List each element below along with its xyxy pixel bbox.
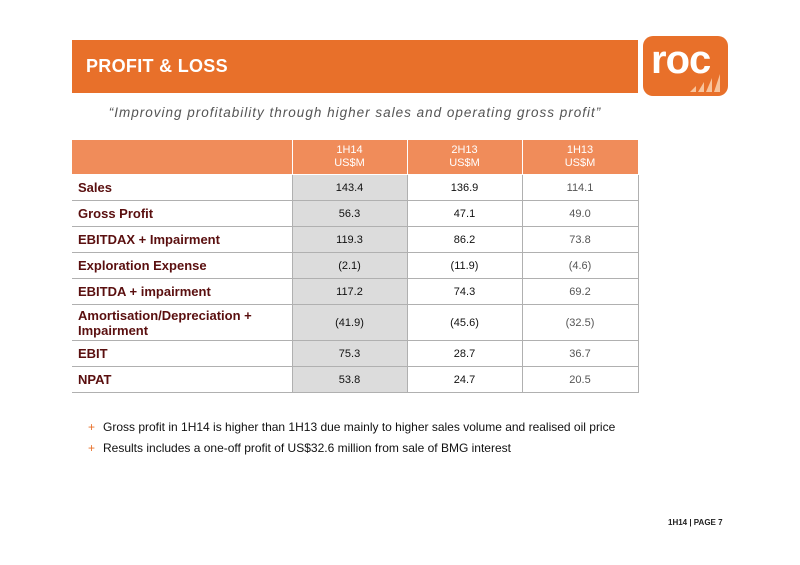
cell-value: (11.9) (406, 252, 523, 279)
bullet-item: + Results includes a one-off profit of U… (88, 437, 615, 458)
cell-value: 74.3 (406, 278, 523, 305)
cell-value: 36.7 (521, 340, 639, 367)
bullet-plus-marker: + (88, 440, 96, 455)
logo-text: roc (651, 38, 711, 82)
bullet-text: Gross profit in 1H14 is higher than 1H13… (103, 419, 616, 434)
header-cell-blank (72, 139, 293, 175)
cell-value: 86.2 (406, 226, 523, 253)
table-row: Sales 143.4 136.9 114.1 (72, 174, 639, 201)
column-header: 2H13 US$M (406, 139, 523, 175)
column-header: 1H14 US$M (291, 139, 408, 175)
cell-value: (2.1) (291, 252, 408, 279)
row-label: NPAT (72, 366, 293, 393)
cell-value: 114.1 (521, 174, 639, 201)
cell-value: 143.4 (291, 174, 408, 201)
table-row: Amortisation/Depreciation + Impairment (… (72, 304, 639, 341)
bullet-item: + Gross profit in 1H14 is higher than 1H… (88, 416, 615, 437)
cell-value: 28.7 (406, 340, 523, 367)
cell-value: (45.6) (406, 304, 523, 341)
cell-value: 119.3 (291, 226, 408, 253)
logo-bars-icon (690, 74, 720, 92)
page-footer: 1H14 | PAGE 7 (668, 518, 723, 527)
row-label: Gross Profit (72, 200, 293, 227)
header-bar: PROFIT & LOSS (72, 40, 638, 93)
cell-value: 24.7 (406, 366, 523, 393)
cell-value: 117.2 (291, 278, 408, 305)
quote: “Improving profitability through higher … (108, 105, 602, 120)
cell-value: 75.3 (291, 340, 408, 367)
cell-value: (32.5) (521, 304, 639, 341)
bullet-plus-marker: + (88, 419, 96, 434)
bullet-text: Results includes a one-off profit of US$… (103, 440, 511, 455)
cell-value: (41.9) (291, 304, 408, 341)
table-row: EBIT 75.3 28.7 36.7 (72, 340, 639, 367)
table-row: Gross Profit 56.3 47.1 49.0 (72, 200, 639, 227)
cell-value: (4.6) (521, 252, 639, 279)
cell-value: 136.9 (406, 174, 523, 201)
column-unit: US$M (449, 157, 480, 169)
column-unit: US$M (564, 157, 596, 169)
profit-loss-table: 1H14 US$M 2H13 US$M 1H13 US$M Sales 143.… (72, 139, 639, 393)
cell-value: 69.2 (521, 278, 639, 305)
bullet-list: + Gross profit in 1H14 is higher than 1H… (88, 416, 615, 458)
row-label: EBITDAX + Impairment (72, 226, 293, 253)
table-row: NPAT 53.8 24.7 20.5 (72, 366, 639, 393)
column-period: 2H13 (451, 144, 478, 156)
table-header-row: 1H14 US$M 2H13 US$M 1H13 US$M (72, 139, 639, 175)
cell-value: 49.0 (521, 200, 639, 227)
cell-value: 56.3 (291, 200, 408, 227)
cell-value: 20.5 (521, 366, 639, 393)
roc-logo: roc (643, 36, 728, 96)
cell-value: 53.8 (291, 366, 408, 393)
column-unit: US$M (334, 157, 365, 169)
row-label: Amortisation/Depreciation + Impairment (72, 304, 293, 341)
table-row: Exploration Expense (2.1) (11.9) (4.6) (72, 252, 639, 279)
column-header: 1H13 US$M (521, 139, 639, 175)
table-row: EBITDA + impairment 117.2 74.3 69.2 (72, 278, 639, 305)
row-label: EBIT (72, 340, 293, 367)
row-label: Exploration Expense (72, 252, 293, 279)
page-title: PROFIT & LOSS (86, 56, 228, 76)
column-period: 1H14 (336, 144, 363, 156)
cell-value: 47.1 (406, 200, 523, 227)
column-period: 1H13 (566, 144, 594, 156)
row-label: EBITDA + impairment (72, 278, 293, 305)
cell-value: 73.8 (521, 226, 639, 253)
table-row: EBITDAX + Impairment 119.3 86.2 73.8 (72, 226, 639, 253)
row-label: Sales (72, 174, 293, 201)
